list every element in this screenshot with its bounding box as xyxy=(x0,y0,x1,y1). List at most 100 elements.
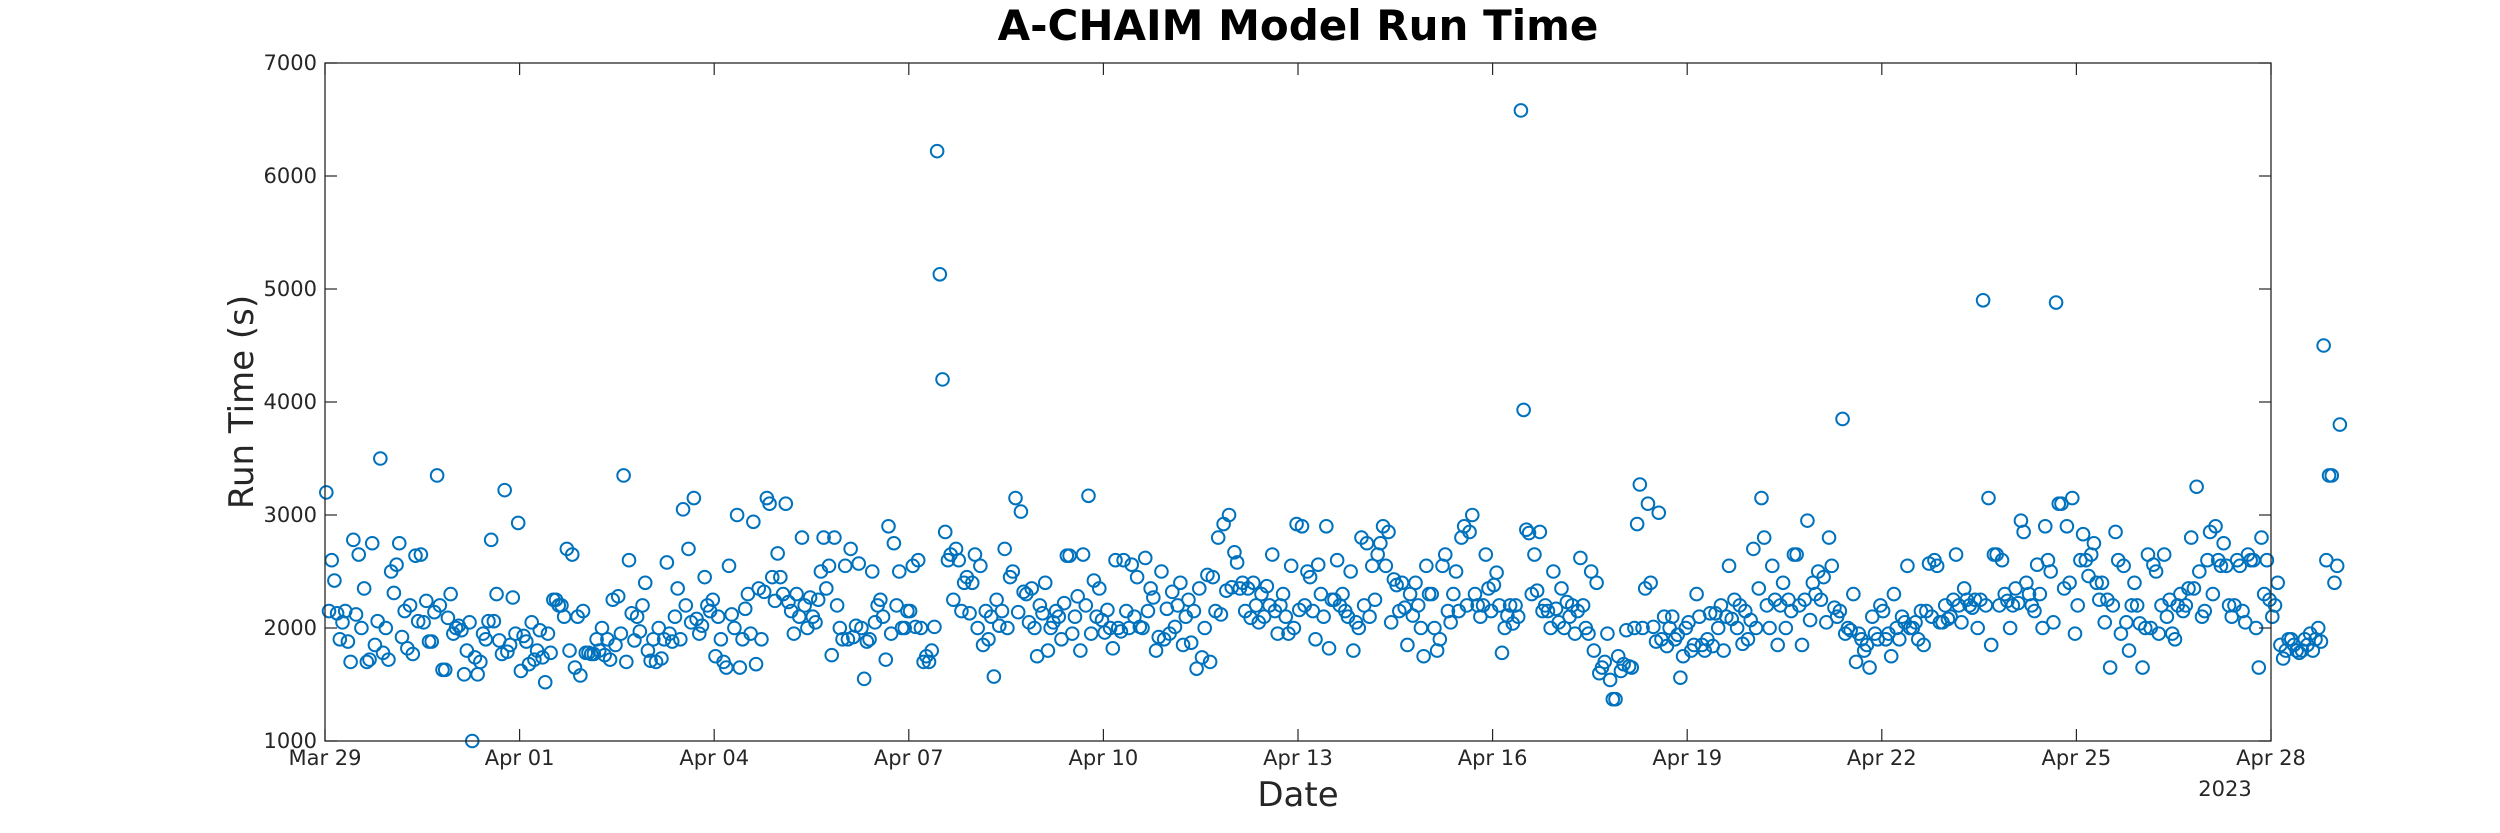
data-point xyxy=(1764,558,1780,574)
data-point xyxy=(1246,575,1261,591)
data-point xyxy=(1624,660,1640,675)
data-point xyxy=(1459,598,1475,613)
data-point xyxy=(1940,611,1956,627)
data-point xyxy=(1756,530,1772,545)
data-point xyxy=(2002,620,2018,636)
data-point xyxy=(1702,606,1718,621)
data-point xyxy=(1032,598,1048,613)
data-point xyxy=(646,632,661,647)
data-point xyxy=(1186,603,1202,619)
data-point xyxy=(762,496,777,512)
data-point xyxy=(2167,632,2183,647)
data-point xyxy=(416,615,431,630)
data-point xyxy=(1259,578,1275,594)
data-point xyxy=(1492,598,1507,613)
y-tick-label: 1000 xyxy=(264,729,317,753)
data-point xyxy=(1883,648,1899,664)
data-point xyxy=(1037,575,1053,591)
y-tick-label: 5000 xyxy=(264,277,317,301)
data-point xyxy=(748,656,764,672)
data-point xyxy=(1583,564,1599,579)
data-point xyxy=(1589,575,1604,591)
data-point xyxy=(1848,654,1864,670)
data-point xyxy=(1981,490,1996,506)
data-point xyxy=(391,535,407,551)
data-point xyxy=(897,620,912,636)
data-point xyxy=(1408,575,1423,591)
data-point xyxy=(1729,620,1745,636)
data-point xyxy=(481,613,496,629)
data-point xyxy=(462,615,477,630)
data-point xyxy=(1100,602,1115,618)
data-point xyxy=(497,482,512,498)
data-point xyxy=(1373,535,1388,551)
data-point xyxy=(1316,609,1331,625)
data-point xyxy=(1716,643,1731,658)
data-point xyxy=(1146,590,1161,605)
data-point xyxy=(1651,505,1667,521)
data-point xyxy=(1751,581,1767,596)
data-point xyxy=(1197,620,1212,636)
data-point xyxy=(1575,598,1591,613)
y-tick-label: 7000 xyxy=(264,51,317,75)
data-point xyxy=(594,620,610,636)
data-point xyxy=(629,609,645,625)
data-point xyxy=(1189,661,1204,676)
data-point xyxy=(2270,575,2285,591)
data-point xyxy=(837,558,853,574)
data-point xyxy=(873,592,888,608)
data-point xyxy=(2094,575,2110,591)
data-point xyxy=(532,622,548,638)
data-point xyxy=(1656,609,1672,625)
data-point xyxy=(1586,643,1602,658)
data-point xyxy=(373,451,388,466)
data-point xyxy=(1008,490,1023,506)
data-point xyxy=(929,143,945,159)
data-point xyxy=(670,581,685,596)
data-point xyxy=(819,581,834,596)
data-point xyxy=(340,634,356,649)
data-point xyxy=(924,643,940,658)
data-point xyxy=(1005,564,1021,579)
data-point xyxy=(1140,603,1156,619)
data-point xyxy=(1994,552,2010,568)
data-point xyxy=(1270,626,1285,641)
data-point xyxy=(1673,670,1688,686)
data-point xyxy=(1813,592,1829,608)
data-point xyxy=(2186,581,2202,596)
data-point xyxy=(1554,581,1569,596)
data-point xyxy=(1462,524,1477,540)
data-point xyxy=(854,620,869,636)
data-point xyxy=(821,558,837,574)
data-point xyxy=(2178,598,2194,613)
data-point xyxy=(862,632,877,647)
data-point xyxy=(1775,575,1791,591)
data-point xyxy=(1083,626,1099,641)
data-point xyxy=(970,620,985,636)
data-point xyxy=(1964,600,1980,615)
x-axis-label: Date xyxy=(1257,775,1338,815)
data-point xyxy=(1397,600,1413,615)
data-point xyxy=(1713,598,1729,613)
data-point xyxy=(713,632,729,647)
data-point xyxy=(675,502,691,517)
data-point xyxy=(673,632,688,647)
data-point xyxy=(2197,603,2213,619)
data-point xyxy=(2259,552,2275,568)
data-point xyxy=(1064,626,1080,641)
data-point xyxy=(721,558,737,574)
data-point xyxy=(727,620,742,636)
data-point xyxy=(610,589,626,604)
data-point xyxy=(1056,595,1072,611)
data-point xyxy=(1521,525,1537,541)
data-point xyxy=(505,590,521,605)
data-point xyxy=(2070,598,2085,613)
data-point xyxy=(875,609,891,625)
data-point xyxy=(2192,564,2207,579)
data-point xyxy=(424,634,440,649)
data-point xyxy=(1010,604,1026,620)
data-point xyxy=(937,524,953,540)
data-point xyxy=(1000,620,1015,636)
x-axis: Mar 29 Apr 01 Apr 04 Apr 07 Apr 10 Apr 13 Apr … xyxy=(288,63,2306,770)
